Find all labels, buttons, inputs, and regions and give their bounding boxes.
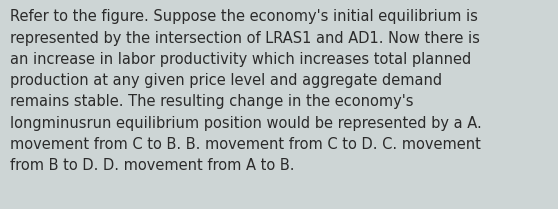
Text: Refer to the figure. Suppose the​ economy's initial equilibrium is
represented b: Refer to the figure. Suppose the​ econom…: [10, 9, 482, 173]
